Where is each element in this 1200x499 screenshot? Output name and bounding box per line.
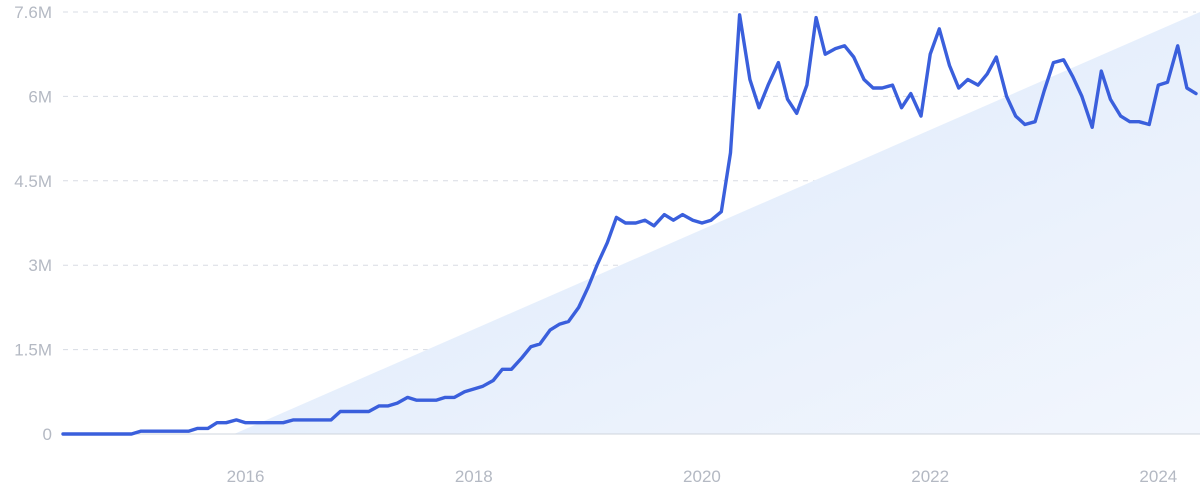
series-line-0 — [61, 13, 1198, 436]
y-tick-label: 1.5M — [14, 341, 52, 360]
x-tick-label: 2016 — [227, 467, 265, 486]
series-layer — [61, 13, 1198, 436]
y-tick-label: 7.6M — [14, 3, 52, 22]
x-tick-label: 2018 — [455, 467, 493, 486]
trend-fill-area — [234, 12, 1200, 434]
x-axis-tick-labels: 2016 2018 2020 2022 2024 — [227, 467, 1178, 486]
y-tick-label: 6M — [28, 87, 52, 106]
x-tick-label: 2024 — [1139, 467, 1177, 486]
y-tick-label: 4.5M — [14, 172, 52, 191]
x-tick-label: 2022 — [911, 467, 949, 486]
y-axis-tick-labels: 0 1.5M 3M 4.5M 6M 7.6M — [14, 3, 52, 444]
y-tick-label: 0 — [43, 425, 52, 444]
trend-fill-polygon — [234, 12, 1200, 434]
x-tick-label: 2020 — [683, 467, 721, 486]
y-tick-label: 3M — [28, 256, 52, 275]
